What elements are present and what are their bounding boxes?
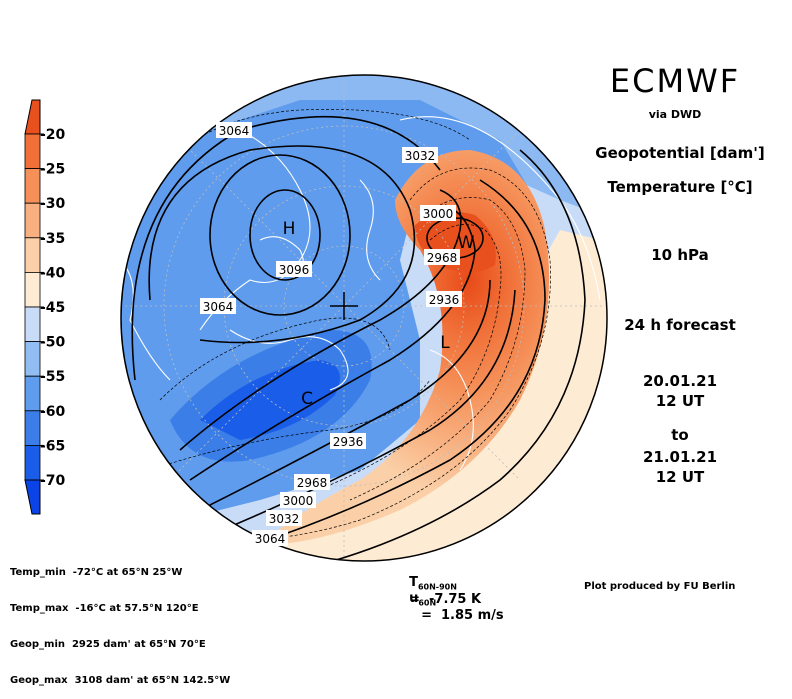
variable-geopotential: Geopotential [dam']: [595, 144, 765, 162]
colorbar-bottom-arrow: [24, 479, 41, 515]
geop-max: Geop_max 3108 dam' at 65°N 142.5°W: [10, 675, 231, 686]
u-value: = 1.85 m/s: [421, 607, 504, 623]
end-time: 12 UT: [655, 468, 705, 486]
contour-label: 3064: [219, 124, 250, 138]
t-subscript: 60N-90N: [417, 582, 457, 592]
variable-temperature: Temperature [°C]: [607, 178, 753, 196]
cold-core-inner: [200, 360, 340, 440]
colorbar-segment: [24, 341, 41, 377]
model-brand: ECMWF: [609, 62, 741, 100]
colorbar-label: -25: [40, 162, 65, 178]
stats-panel: Temp_min -72°C at 65°N 25°W Temp_max -16…: [10, 543, 230, 699]
colorbar-label: -35: [40, 231, 65, 247]
contour-label: 3096: [279, 263, 310, 277]
contour-label: 2968: [297, 476, 328, 490]
colorbar-segments: [24, 133, 41, 481]
t-symbol: T: [409, 575, 418, 590]
mean-wind: u60N = 1.85 m/s: [400, 576, 504, 623]
contour-label: 3064: [255, 532, 286, 546]
data-source: via DWD: [648, 108, 702, 121]
mean-temperature: T60N-90N = -7.75 K: [400, 560, 481, 607]
start-time: 12 UT: [655, 392, 705, 410]
colorbar: -20 -25 -30 -35 -40 -45 -50 -55 -60 -65 -70: [24, 99, 66, 515]
colorbar-label: -30: [40, 196, 66, 212]
warm-marker: W: [458, 233, 475, 253]
colorbar-label: -20: [40, 127, 66, 143]
contour-label: 3000: [283, 494, 314, 508]
contour-labels: 3064 3032 3000 2968 3096 3064 2936 2936 …: [200, 122, 462, 546]
contour-label: 3064: [203, 300, 234, 314]
geop-min: Geop_min 2925 dam' at 65°N 70°E: [10, 639, 206, 650]
t-value: = -7.75 K: [409, 591, 482, 607]
colorbar-segment: [24, 375, 41, 412]
cold-marker: C: [301, 389, 313, 409]
mild-region: [121, 230, 607, 561]
contour-label: 2936: [429, 293, 460, 307]
u-symbol: u: [409, 591, 419, 606]
contour-label: 2936: [333, 435, 364, 449]
colorbar-label: -60: [40, 404, 66, 420]
low-pressure-marker: L: [440, 333, 450, 353]
map-border: [120, 74, 608, 562]
colorbar-segment: [24, 202, 41, 239]
colorbar-label: -50: [40, 335, 66, 351]
start-date: 20.01.21: [642, 372, 718, 390]
colorbar-label: -70: [40, 473, 66, 489]
temp-min: Temp_min -72°C at 65°N 25°W: [10, 567, 183, 578]
colorbar-segment: [24, 271, 41, 308]
colorbar-top-arrow: [24, 99, 41, 135]
colorbar-label: -45: [40, 300, 65, 316]
forecast-range: 24 h forecast: [624, 316, 736, 334]
end-date: 21.01.21: [642, 448, 718, 466]
colorbar-segment: [24, 444, 41, 481]
colorbar-labels: -20 -25 -30 -35 -40 -45 -50 -55 -60 -65 -70: [40, 127, 66, 489]
pressure-level: 10 hPa: [651, 246, 709, 264]
contour-label: 2968: [427, 251, 458, 265]
high-pressure-marker: H: [283, 219, 296, 239]
colorbar-segment: [24, 306, 41, 342]
credit: Plot produced by FU Berlin: [584, 581, 736, 592]
contour-label: 3032: [269, 512, 300, 526]
colorbar-label: -65: [40, 438, 65, 454]
map-disc: [121, 75, 607, 561]
colorbar-segment: [24, 410, 41, 446]
colorbar-label: -40: [40, 265, 66, 281]
to-label: to: [671, 426, 689, 444]
colorbar-segment: [24, 168, 41, 204]
colorbar-segment: [24, 237, 41, 273]
polar-stereographic-map: 3064 3032 3000 2968 3096 3064 2936 2936 …: [120, 74, 608, 562]
temp-max: Temp_max -16°C at 57.5°N 120°E: [10, 603, 199, 614]
u-subscript: 60N: [418, 598, 437, 608]
colorbar-label: -55: [40, 369, 65, 385]
contour-label: 3032: [405, 149, 436, 163]
contour-label: 3000: [423, 207, 454, 221]
colorbar-segment: [24, 133, 41, 169]
